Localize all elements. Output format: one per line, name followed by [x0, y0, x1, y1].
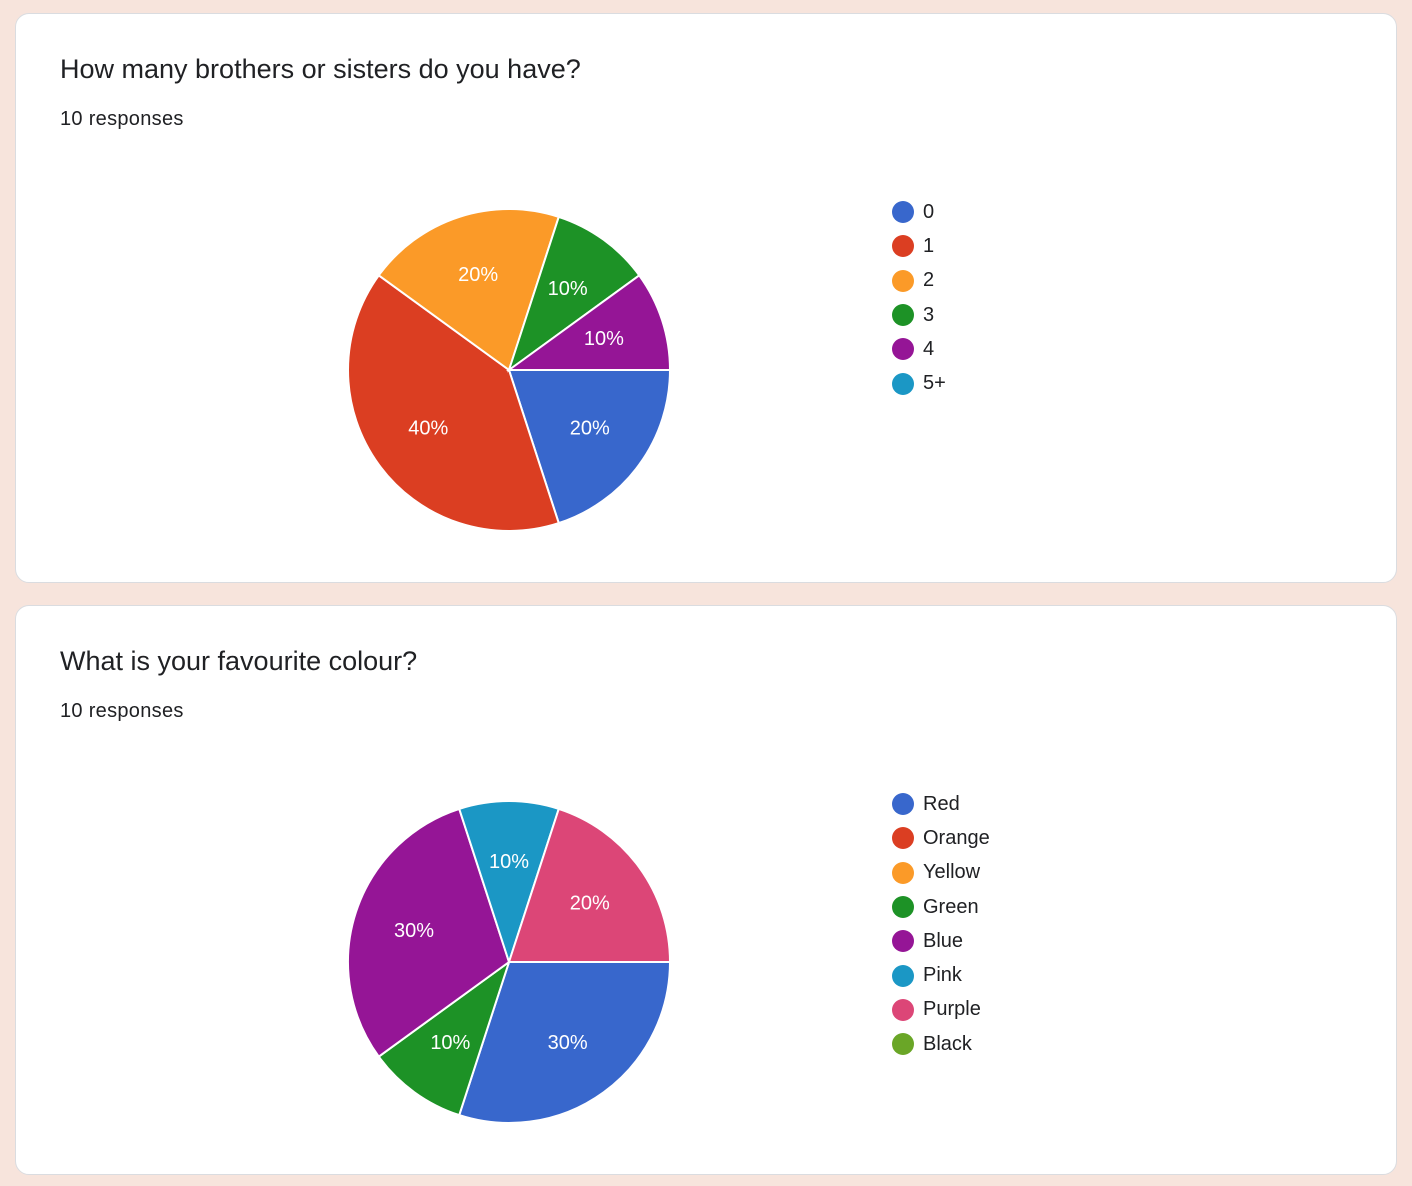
response-count: 10 responses — [60, 108, 184, 130]
question-card: How many brothers or sisters do you have… — [15, 13, 1397, 583]
question-card: What is your favourite colour? 10 respon… — [15, 605, 1397, 1175]
response-count: 10 responses — [60, 700, 184, 722]
legend-label: 0 — [923, 200, 935, 223]
legend-swatch — [892, 201, 914, 224]
pie-slice-pink — [457, 800, 561, 966]
legend-swatch — [892, 998, 914, 1021]
legend-swatch — [892, 235, 914, 258]
slice-label: 20% — [570, 418, 610, 440]
pie-slice-1 — [347, 273, 561, 532]
slice-label: 40% — [408, 418, 448, 440]
slice-label: 10% — [584, 328, 624, 350]
slice-label: 20% — [570, 892, 610, 914]
legend-item: Black — [892, 1027, 990, 1061]
slice-label: 10% — [548, 278, 588, 300]
chart-legend: 0 1 2 3 4 5+ — [892, 195, 946, 401]
legend-swatch — [892, 930, 914, 953]
legend-item: 4 — [892, 332, 946, 366]
legend-item: 5+ — [892, 366, 946, 400]
legend-label: Blue — [923, 929, 964, 952]
chart-legend: Red Orange Yellow Green Blue Pink Purple Black — [892, 787, 990, 1061]
pie-slice-2 — [377, 208, 561, 372]
legend-swatch — [892, 896, 914, 919]
pie-slice-0 — [507, 369, 672, 525]
slice-label: 30% — [548, 1032, 588, 1054]
pie-slice-4 — [505, 273, 672, 371]
legend-label: 1 — [923, 234, 935, 257]
legend-label: Red — [923, 792, 960, 815]
pie-slice-3 — [507, 215, 641, 373]
legend-item: Pink — [892, 958, 990, 992]
legend-label: Pink — [923, 964, 962, 987]
legend-label: Purple — [923, 998, 981, 1021]
legend-item: Red — [892, 787, 990, 821]
legend-swatch — [892, 793, 914, 816]
legend-item: Purple — [892, 993, 990, 1027]
pie-slice-red — [457, 961, 672, 1124]
slice-label: 10% — [430, 1032, 470, 1054]
pie-slice-blue — [347, 807, 511, 1059]
question-title: What is your favourite colour? — [60, 646, 418, 676]
legend-swatch — [892, 338, 914, 361]
legend-swatch — [892, 861, 914, 884]
slice-label: 30% — [394, 920, 434, 942]
legend-item: 3 — [892, 298, 946, 332]
slice-label: 10% — [489, 851, 529, 873]
slice-label: 20% — [458, 264, 498, 286]
legend-swatch — [892, 1033, 914, 1056]
legend-item: Yellow — [892, 856, 990, 890]
pie-chart: 30% 10% 30% 10% 20% — [347, 800, 672, 1124]
legend-swatch — [892, 269, 914, 292]
legend-swatch — [892, 304, 914, 327]
legend-label: Orange — [923, 826, 990, 849]
legend-label: 5+ — [923, 372, 946, 395]
legend-item: Blue — [892, 924, 990, 958]
pie-slice-green — [377, 959, 511, 1117]
legend-item: Green — [892, 890, 990, 924]
legend-item: 2 — [892, 264, 946, 298]
legend-item: Orange — [892, 821, 990, 855]
question-title: How many brothers or sisters do you have… — [60, 54, 581, 84]
pie-chart: 20% 40% 20% 10% 10% — [347, 208, 672, 532]
legend-label: 2 — [923, 269, 935, 292]
legend-label: 4 — [923, 337, 935, 360]
legend-label: Black — [923, 1032, 972, 1055]
legend-label: 3 — [923, 303, 935, 326]
legend-swatch — [892, 964, 914, 987]
legend-swatch — [892, 372, 914, 395]
legend-item: 0 — [892, 195, 946, 229]
legend-swatch — [892, 827, 914, 850]
legend-label: Green — [923, 895, 979, 918]
legend-label: Yellow — [923, 861, 981, 884]
pie-slice-purple — [507, 807, 672, 963]
legend-item: 1 — [892, 229, 946, 263]
